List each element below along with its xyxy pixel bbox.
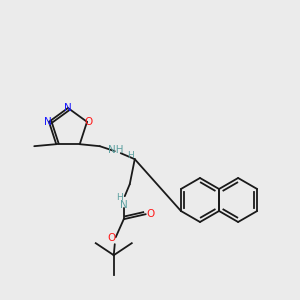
Text: O: O	[108, 233, 116, 243]
Text: O: O	[84, 117, 92, 127]
Text: N: N	[64, 103, 72, 113]
Text: NH: NH	[108, 145, 124, 155]
Text: H: H	[128, 151, 134, 160]
Text: N: N	[44, 117, 52, 127]
Text: O: O	[147, 209, 155, 219]
Text: H: H	[116, 193, 123, 202]
Text: N: N	[120, 200, 127, 210]
